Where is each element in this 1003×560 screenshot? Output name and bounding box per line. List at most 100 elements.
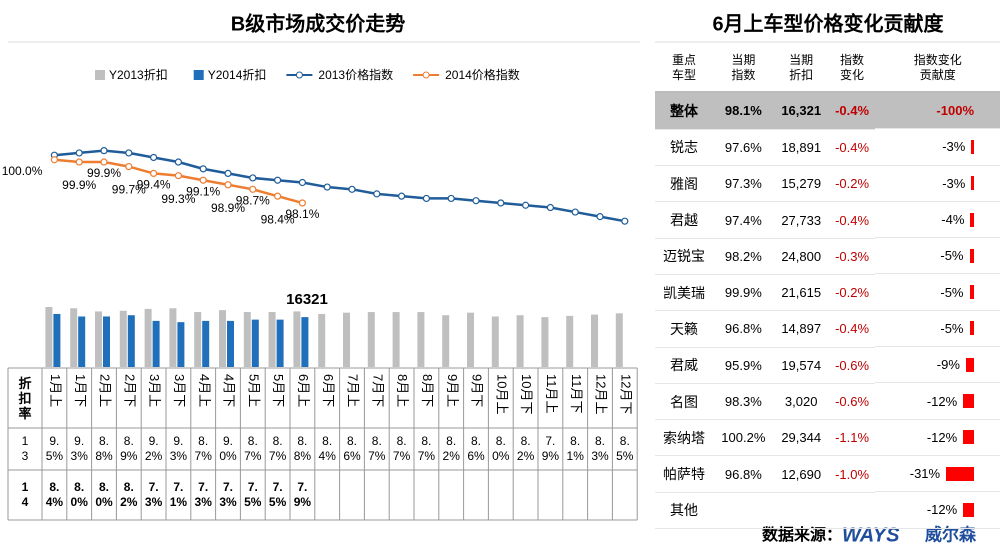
table-value: 8.7% — [240, 428, 265, 470]
data-label: 99.9% — [87, 166, 121, 180]
bar — [202, 320, 210, 367]
table-value-text: 8.8% — [95, 434, 113, 463]
row-label: 14 — [8, 470, 42, 520]
point — [497, 199, 505, 207]
table-value-text: 8.7% — [417, 434, 436, 463]
table-row: 帕萨特 96.8% 12,690 -1.0% -31% — [655, 455, 1000, 493]
table-value: 8.6% — [464, 428, 489, 470]
x-tick-label: 1月上 — [48, 374, 63, 407]
x-tick-label: 2月上 — [98, 374, 113, 407]
table-value: 7.9% — [290, 470, 315, 520]
table-value-text: 8.3% — [591, 434, 609, 463]
table-row: 迈锐宝 98.2% 24,800 -0.3% -5% — [655, 238, 1000, 275]
bar — [301, 317, 309, 367]
table-value: 9.3% — [166, 428, 191, 470]
point — [224, 169, 232, 177]
point — [323, 183, 331, 191]
table-value: 7.3% — [191, 470, 216, 520]
x-tick-label: 11月上 — [544, 374, 559, 414]
annotation: 16321 — [286, 291, 328, 308]
point — [373, 190, 381, 198]
header-row: 重点车型 当期指数 当期折扣 指数变化 指数变化贡献度 — [655, 45, 1000, 93]
table-value: 8.0% — [67, 470, 92, 520]
contribution-text: -5% — [940, 284, 964, 300]
bar — [467, 312, 474, 367]
point — [125, 149, 133, 157]
table-value-text: 9.0% — [219, 434, 237, 463]
table-cell: 凯美瑞 — [655, 274, 713, 312]
x-tick-label: 10月上 — [494, 374, 509, 414]
table-value: 8.7% — [364, 428, 389, 470]
x-tick-label: 7月下 — [370, 374, 385, 407]
data-label: 98.1% — [285, 207, 319, 221]
table-value-text: 8.0% — [492, 434, 510, 463]
point — [50, 156, 59, 164]
x-tick-label: 10月下 — [519, 374, 534, 414]
table-cell: 100.2% — [712, 419, 774, 457]
legend-swatch — [422, 71, 430, 79]
table-value-text: 8.8% — [293, 434, 312, 463]
bar — [243, 312, 251, 367]
point — [596, 213, 604, 221]
data-label: 98.4% — [261, 212, 295, 226]
bar — [53, 313, 61, 367]
table-cell: -0.6% — [828, 383, 876, 421]
table-value: 7.5% — [265, 470, 290, 520]
table-row: 名图 98.3% 3,020 -0.6% -12% — [655, 383, 1000, 421]
table-value-text: 8.1% — [566, 434, 584, 463]
header-cell: 当期指数 — [712, 45, 774, 93]
table-value: 8.6% — [340, 428, 365, 470]
data-label: 99.1% — [186, 184, 220, 198]
table-cell: -1.0% — [828, 455, 876, 493]
bar — [318, 313, 326, 367]
table-row: 凯美瑞 99.9% 21,615 -0.2% -5% — [655, 274, 1000, 312]
table-cell: -1.1% — [828, 419, 876, 457]
table-row: 君越 97.4% 27,733 -0.4% -4% — [655, 201, 1000, 239]
table-cell: 帕萨特 — [655, 455, 713, 493]
table-value-text: 8.4% — [318, 434, 336, 463]
table-cell: -0.3% — [828, 238, 876, 275]
table-value: 8.5% — [612, 428, 637, 470]
table-value-text: 7.1% — [169, 480, 188, 509]
header-cell: 指数变化贡献度 — [875, 45, 1000, 93]
table-cell: -0.4% — [828, 92, 876, 130]
table-cell: 98.2% — [712, 238, 774, 275]
table-value: 8.3% — [588, 428, 613, 470]
bar — [276, 319, 284, 367]
table-cell: -0.2% — [828, 274, 876, 312]
point — [125, 162, 133, 171]
x-tick-label: 5月上 — [246, 374, 261, 407]
data-label: 98.7% — [236, 193, 270, 207]
bar — [119, 310, 127, 367]
table-cell: 95.9% — [712, 347, 774, 384]
point — [75, 158, 83, 166]
table-value: 7.9% — [538, 428, 563, 470]
point — [150, 169, 158, 177]
table-value-text: 7.3% — [144, 480, 163, 509]
table-cell: -0.2% — [828, 165, 876, 203]
point — [571, 208, 579, 216]
x-tick-label: 12月上 — [594, 374, 609, 414]
contribution-text: -5% — [940, 248, 964, 264]
table-value-text: 7.9% — [293, 480, 312, 509]
table-title: 6月上车型价格变化贡献度 — [712, 11, 944, 35]
table-cell: 19,574 — [773, 347, 829, 384]
bar — [392, 312, 400, 367]
point — [249, 185, 257, 193]
x-tick-label: 9月上 — [445, 374, 460, 407]
row-label: 13 — [8, 428, 42, 470]
x-tick-label: 11月下 — [569, 374, 584, 414]
table-value-text: 7.3% — [219, 480, 237, 509]
table-cell: 君威 — [655, 347, 713, 384]
contribution-text: -3% — [942, 175, 966, 191]
table-value-text: 9.3% — [169, 434, 188, 463]
x-tick-label: 3月上 — [147, 374, 162, 407]
table-value: 8.7% — [414, 428, 439, 470]
x-tick-label: 6月下 — [321, 374, 336, 407]
table-value-text: 8.6% — [343, 434, 361, 463]
data-label: 100.0% — [2, 164, 43, 178]
footer-source: 数据来源： — [762, 525, 842, 544]
data-label: 99.7% — [112, 183, 146, 197]
table-cell: 15,279 — [773, 165, 829, 203]
table-value: 8.0% — [92, 470, 117, 520]
